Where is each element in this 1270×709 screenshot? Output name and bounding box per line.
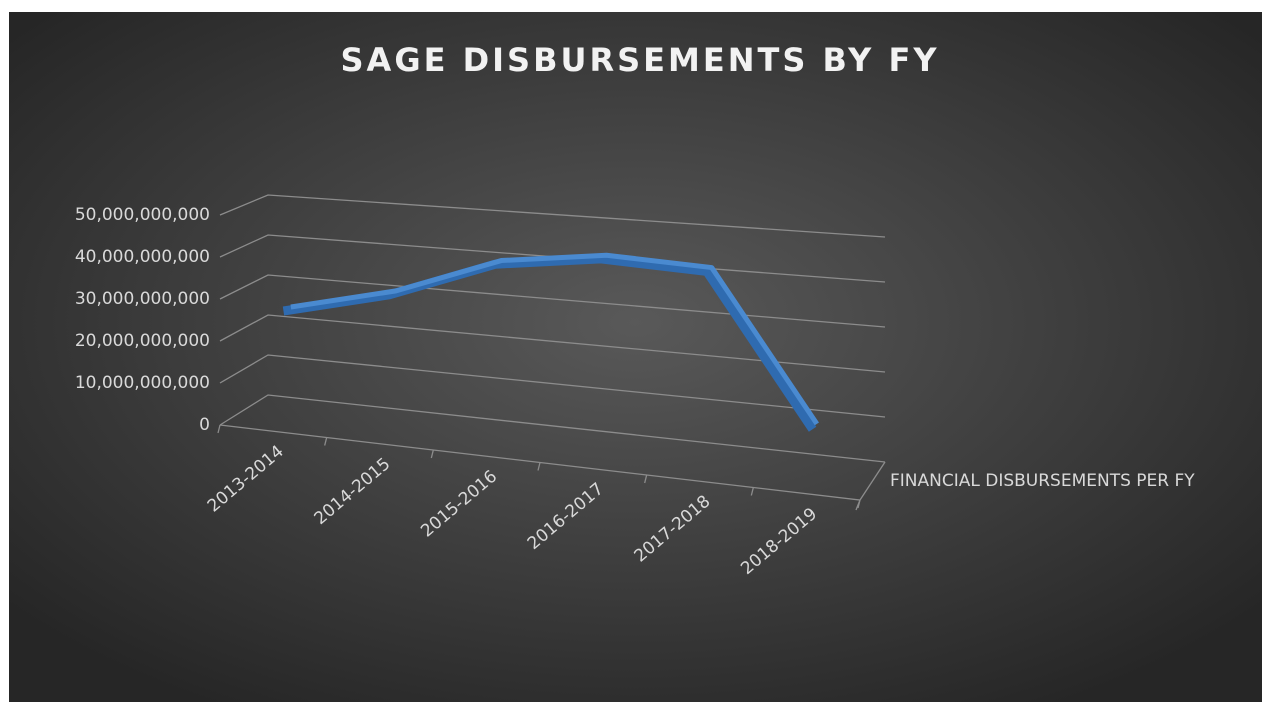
x-tick	[644, 474, 648, 484]
chart-background	[9, 12, 1262, 702]
grid-line	[219, 194, 886, 238]
chart-title: SAGE DISBURSEMENTS BY FY	[341, 41, 940, 79]
legend-label: FINANCIAL DISBURSEMENTS PER FY	[890, 471, 1195, 491]
grid-line	[219, 314, 886, 373]
x-tick	[537, 462, 541, 471]
grid-line	[219, 274, 886, 328]
grid-line	[219, 394, 886, 463]
y-tick-label: 0	[199, 415, 210, 435]
y-tick-label: 30,000,000,000	[75, 289, 210, 309]
x-tick	[430, 449, 434, 459]
x-tick	[324, 437, 328, 446]
x-tick	[857, 499, 861, 509]
x-tick	[217, 424, 221, 434]
y-tick-label: 10,000,000,000	[75, 373, 210, 393]
y-tick-label: 20,000,000,000	[75, 331, 210, 351]
grid-line	[219, 354, 886, 418]
line	[290, 252, 819, 426]
y-tick-label: 50,000,000,000	[75, 205, 210, 225]
y-tick-label: 40,000,000,000	[75, 247, 210, 267]
x-tick	[750, 487, 754, 496]
line-depth	[282, 254, 817, 432]
